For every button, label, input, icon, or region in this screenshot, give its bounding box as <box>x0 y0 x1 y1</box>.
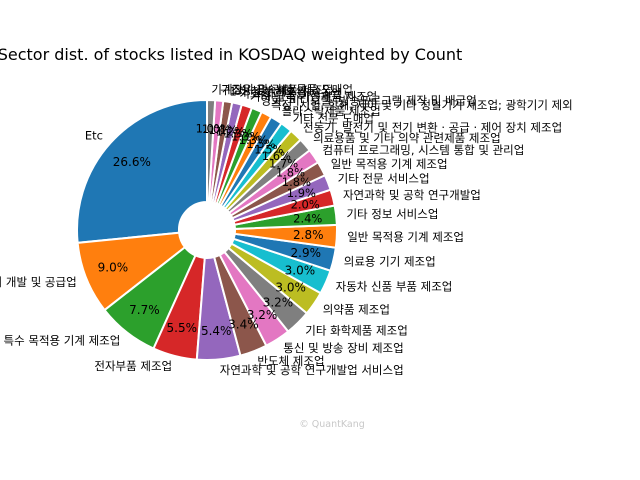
watermark: © QuantKang <box>299 419 365 430</box>
slice-percent-label: 2.8% <box>293 228 324 242</box>
slice-percent-label: 1.5% <box>254 143 283 157</box>
slice-percent-label: 1.3% <box>239 133 268 147</box>
slice-category-label: 특수 목적용 기계 제조업 <box>4 333 121 347</box>
slice-percent-label: 1.1% <box>209 123 238 137</box>
slice-percent-label: 1.0% <box>202 122 231 136</box>
slice-category-label: 1차 철강 제조업 <box>229 84 307 98</box>
slice-category-label: 의료용 기기 제조업 <box>344 255 436 269</box>
percent-labels: 26.6%9.0%7.7%5.5% 5.4%3.4%3.2%3.2%3.0%3.0… <box>98 122 324 338</box>
slice-percent-label: 1.2% <box>216 124 245 138</box>
slice-category-label: 영화, 비디오물, 방송프로그램 제작 및 배급업 <box>261 93 477 107</box>
slice-category-label: 기타 전문 서비스업 <box>338 172 430 186</box>
slice-percent-label: 1.0% <box>196 122 225 136</box>
slice-category-label: 기계장비 및 관련 물품 도매업 <box>211 83 353 97</box>
slice-percent-label: 3.0% <box>275 280 306 294</box>
slice-percent-label: 1.9% <box>287 186 316 200</box>
slice-percent-label: 26.6% <box>113 155 151 169</box>
slice-percent-label: 2.9% <box>291 246 322 260</box>
slice-percent-label: 5.4% <box>201 324 232 338</box>
pie-slice <box>76 98 208 244</box>
pie-slice <box>206 98 217 204</box>
slice-category-label: 자동차 신품 부품 제조업 <box>336 279 453 293</box>
slice-percent-label: 3.2% <box>247 308 278 322</box>
slice-percent-label: 1.7% <box>269 157 298 171</box>
slice-category-label: 소프트웨어 개발 및 공급업 <box>0 275 77 289</box>
slice-percent-label: 1.6% <box>262 149 291 163</box>
slice-category-label: 기타 전문 도매업 <box>293 112 374 126</box>
slice-percent-label: 7.7% <box>129 303 160 317</box>
slice-category-label: 자연과학 및 공학 연구개발업 <box>343 188 481 202</box>
slice-category-label: 의약품 제조업 <box>323 302 390 316</box>
slice-category-label: 기타 정보 서비스업 <box>346 207 438 221</box>
slice-category-label: 전자부품 제조업 <box>94 359 172 373</box>
slice-percent-label: 3.0% <box>285 264 316 278</box>
slice-percent-label: 9.0% <box>98 261 129 275</box>
slice-percent-label: 3.2% <box>263 295 294 309</box>
slice-category-label: 플라스틱제품 제조업 <box>282 104 381 118</box>
slice-percent-label: 2.0% <box>291 198 320 212</box>
slice-category-label: 컴퓨터 프로그래밍, 시스템 통합 및 관리업 <box>323 143 525 157</box>
slice-category-label: 기타 금속 가공제품 제조업 <box>250 89 377 103</box>
slice-category-label: 일반 목적용 기계 제조업 <box>331 157 448 171</box>
slice-category-label: 통신 및 방송 장비 제조업 <box>283 341 403 355</box>
slice-category-label: 기타 화학제품 제조업 <box>305 323 408 337</box>
slice-percent-label: 2.4% <box>293 211 322 225</box>
slice-category-label: 반도체 제조업 <box>257 354 324 368</box>
slice-category-label: 의료용품 및 기타 의약 관련제품 제조업 <box>313 131 501 145</box>
slice-percent-label: 1.5% <box>246 137 275 151</box>
slice-category-label: 일반 목적용 기계 제조업 <box>347 230 464 244</box>
slice-percent-label: 5.5% <box>167 321 198 335</box>
slice-category-label: 구조용 금속제품 제조업 <box>220 83 333 97</box>
slice-percent-label: 1.8% <box>282 175 311 189</box>
slice-category-label: 자연과학 및 공학 연구개발업 서비스업 <box>220 363 404 377</box>
slice-percent-label: 3.4% <box>228 318 259 332</box>
slice-category-label: 전동기, 발전기 및 전기 변환 · 공급 · 제어 장치 제조업 <box>303 121 562 135</box>
slice-category-label: 기초 화학물질 제조업 <box>239 86 342 100</box>
slice-percent-label: 1.3% <box>231 129 260 143</box>
chart-title: Sector dist. of stocks listed in KOSDAQ … <box>0 45 462 64</box>
slice-percent-label: 1.8% <box>276 165 305 179</box>
slice-category-label: Etc <box>85 129 103 143</box>
slice-percent-label: 1.3% <box>223 126 252 140</box>
pie-slices <box>76 98 338 361</box>
slice-category-label: 측정, 시험, 항해, 제어 및 기타 정밀기기 제조업; 광학기기 제외 <box>271 98 573 112</box>
